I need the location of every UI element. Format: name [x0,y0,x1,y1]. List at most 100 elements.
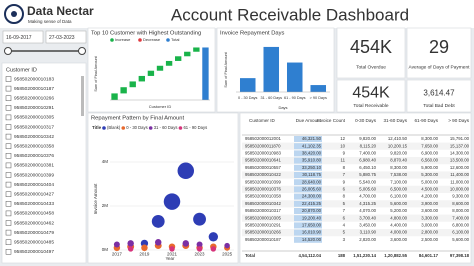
table-cell: 20,870.00 [302,208,322,213]
list-item[interactable]: 958502000010305 [14,115,54,121]
list-item[interactable]: 958502000010381 [14,163,54,169]
list-item[interactable]: 958502000010183 [14,76,54,82]
table-total: 1,51,230.14 [353,253,376,258]
bubble [182,240,190,247]
list-item[interactable]: 958502000010462 [14,220,54,226]
table-cell: 4,000.00 [390,230,407,235]
table-cell: 12,600.00 [450,165,470,170]
column-header: > 90 Days [448,118,470,123]
list-item[interactable]: 958502000010187 [14,86,54,92]
checkbox[interactable] [5,229,12,236]
due-cell-bg [294,150,322,157]
bar [239,78,256,92]
start-date[interactable]: 16-09-2017 [6,35,32,41]
axis-title: Invoice Amount [93,183,98,215]
checkbox[interactable] [5,191,12,197]
date-box[interactable] [2,30,44,44]
checkbox[interactable] [5,210,12,217]
list-item[interactable]: 958502000010404 [14,182,54,188]
table-cell: 8,115.20 [360,143,377,148]
table-cell: 14,300.00 [450,151,470,156]
table-cell: 2,500.00 [421,237,438,242]
table-cell: 38,420.00 [302,151,322,156]
due-cell-bg [294,193,322,200]
checkbox[interactable] [5,162,12,169]
list-item[interactable]: 958502000010376 [14,153,54,159]
checkbox[interactable] [5,249,12,255]
list-item[interactable]: 958502000010266 [14,95,54,101]
table-cell: 5,300.00 [421,172,438,177]
list-item[interactable]: 958502000010485 [14,239,54,245]
due-cell-bg [294,143,322,150]
checkbox[interactable] [5,181,12,188]
checkbox[interactable] [5,201,12,207]
due-cell-bg [294,200,322,207]
list-item[interactable]: 958502000010358 [14,143,54,149]
checkbox[interactable] [5,85,12,92]
due-cell-bg [294,172,322,178]
table-cell: 6,980.40 [359,158,376,163]
checkbox[interactable] [5,76,12,82]
axis-title: Year [165,256,175,261]
list-item[interactable]: 958502000010458 [14,211,54,217]
legend-dot [102,126,106,130]
due-cell-bg [294,215,322,222]
list-item[interactable]: 958502000010342 [14,134,54,140]
table-cell: 8 [343,165,346,170]
list-item[interactable]: 958502000010399 [14,172,54,178]
table-cell: 10,000.00 [450,187,470,192]
kpi-card [336,79,406,113]
checkbox[interactable] [5,172,12,178]
list-item[interactable]: 958502000010433 [14,201,54,207]
legend-label: (Blank) [107,125,121,130]
table-cell: 958502000010376 [245,187,281,192]
list-item[interactable]: 958502000010317 [14,124,54,130]
checkbox[interactable] [5,143,12,149]
slider-handle[interactable] [78,47,86,55]
checkbox[interactable] [5,153,12,159]
list-item[interactable]: 958502000010497 [14,249,54,255]
table-cell: 10,200.15 [388,143,408,148]
table-cell: 19,200.40 [302,215,322,220]
header-bg [0,0,474,28]
table-cell: 12,410.50 [388,136,408,141]
table-cell: 6,450.10 [359,165,376,170]
y-tick-label: 4M [102,159,109,164]
checkbox[interactable] [5,239,12,245]
table-cell: 8 [343,194,346,199]
table-total: 1,20,882.55 [384,253,407,258]
table-cell: 3,900.00 [421,201,438,206]
checkbox[interactable] [5,95,12,101]
scrollbar[interactable] [81,76,84,116]
legend-dot [166,38,170,42]
table-cell: 10 [340,143,345,148]
list-title: Customer ID [6,67,37,73]
list-item[interactable]: 958502000010427 [14,191,54,197]
column-header: 31-60 Days [384,118,408,123]
list-item[interactable]: 958502000010291 [14,105,54,111]
slider-handle[interactable] [4,47,12,55]
table-cell: 5,005.60 [359,187,376,192]
checkbox[interactable] [5,114,12,121]
checkbox[interactable] [5,124,12,130]
card-title: Invoice Repayment Days [220,31,285,37]
x-tick-label: 2017 [112,252,123,257]
legend-dot [110,38,114,42]
checkbox[interactable] [5,105,12,111]
table-cell: 4,500.00 [421,187,438,192]
checkbox[interactable] [5,220,12,226]
list-item[interactable]: 958502000010479 [14,230,54,236]
table-cell: 958502000010342 [245,201,281,206]
checkbox[interactable] [5,133,12,140]
bubble [224,242,230,249]
bar [263,46,280,92]
table-cell: 9,820.00 [390,151,407,156]
bubble [154,239,162,246]
end-date[interactable]: 27-03-2023 [49,35,75,41]
waterfall-bar [129,81,136,88]
tagline: Making sense of Data [28,19,72,24]
date-box[interactable] [45,30,87,44]
table-cell: 9 [343,151,346,156]
waterfall-card [87,27,216,113]
